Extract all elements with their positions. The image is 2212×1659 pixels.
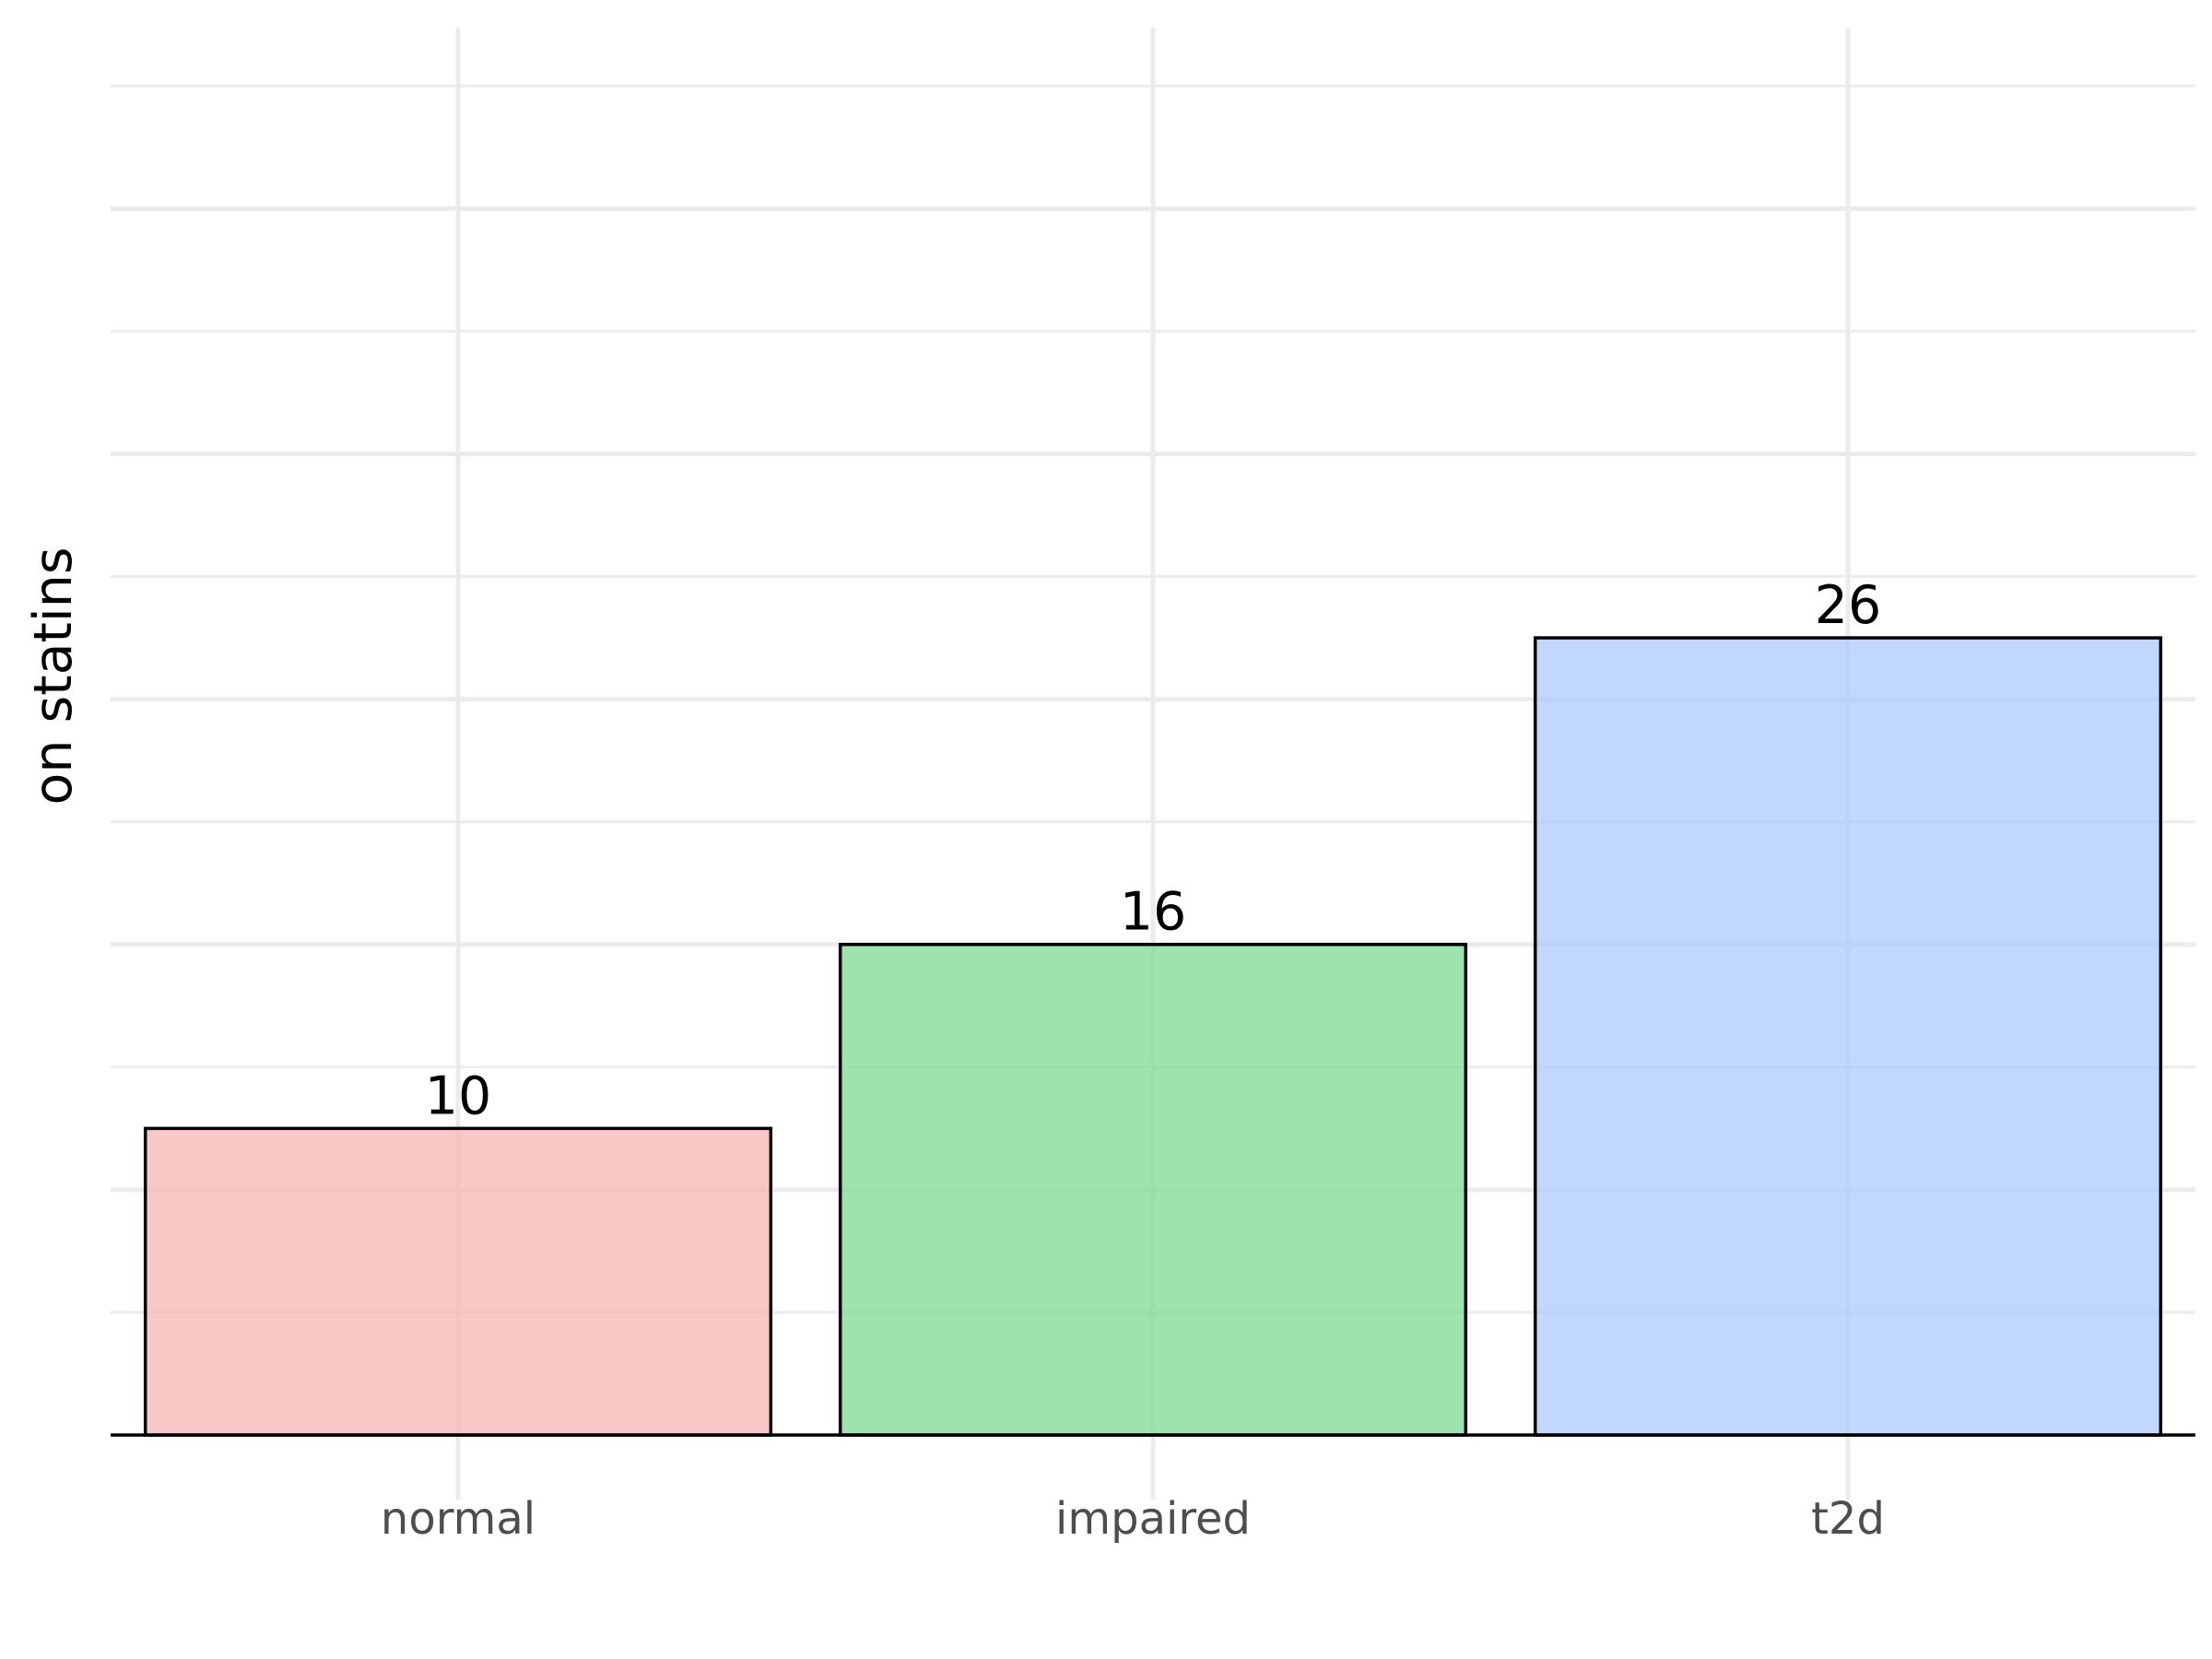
x-tick-label-impaired: impaired	[1055, 1493, 1251, 1545]
y-axis-title: on statins	[23, 547, 84, 805]
bar-normal	[143, 1126, 773, 1437]
x-axis-ticks: normal impaired t2d	[381, 1493, 1885, 1545]
bar-t2d	[1533, 636, 2163, 1437]
data-label-t2d: 26	[1815, 575, 1882, 636]
data-label-impaired: 16	[1120, 882, 1187, 943]
x-tick-label-t2d: t2d	[1811, 1493, 1885, 1545]
data-labels: 10 16 26	[425, 575, 1882, 1126]
data-label-normal: 10	[425, 1065, 492, 1126]
bars	[143, 636, 2163, 1437]
x-tick-label-normal: normal	[381, 1493, 535, 1545]
bar-impaired	[838, 942, 1468, 1437]
